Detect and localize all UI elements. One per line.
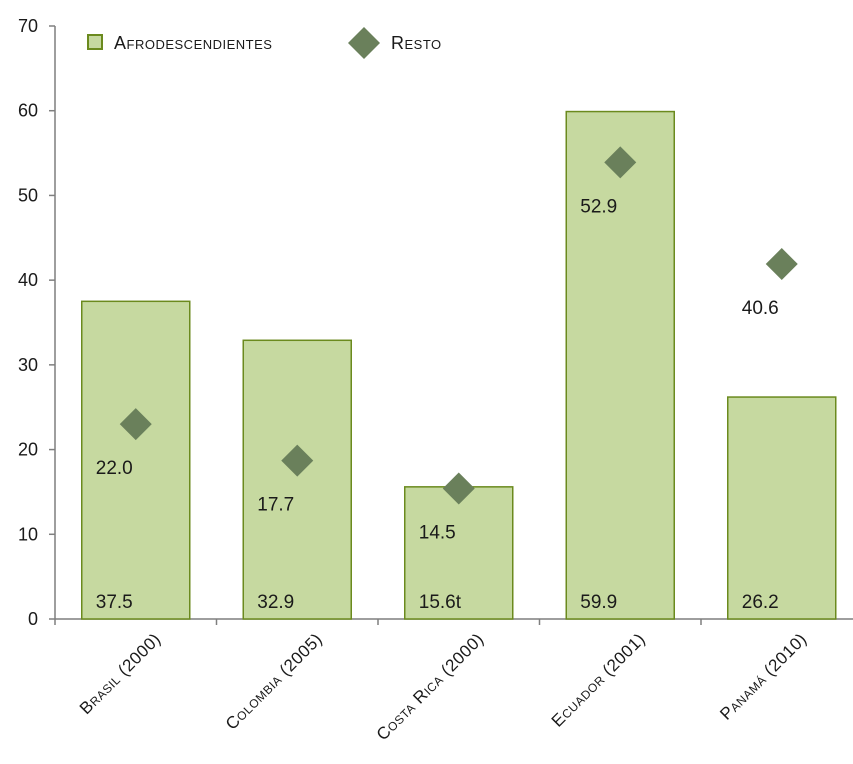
legend-marker-resto	[348, 27, 380, 59]
bar-afrodescendientes	[565, 110, 675, 620]
bars-layer	[81, 110, 837, 620]
marker-resto	[604, 146, 637, 179]
x-category-label: Costa Rica (2000)	[373, 629, 488, 744]
x-category-label: Panamá (2010)	[716, 629, 810, 723]
bar-afrodescendientes	[727, 396, 837, 620]
marker-value-label: 17.7	[257, 495, 294, 516]
x-category-label: Ecuador (2001)	[548, 629, 649, 730]
y-tick-label: 0	[28, 609, 38, 629]
x-category-label: Brasil (2000)	[76, 629, 165, 718]
marker-value-label: 52.9	[580, 196, 617, 217]
y-tick-label: 10	[18, 524, 38, 544]
legend-label-afrodescendientes: Afrodescendientes	[114, 33, 272, 53]
bar-value-label: 37.5	[96, 592, 133, 613]
bar-afrodescendientes	[242, 339, 352, 620]
marker-value-label: 40.6	[742, 298, 779, 319]
legend-swatch-afrodescendientes	[87, 34, 103, 50]
bar-value-label: 26.2	[742, 592, 779, 613]
data-labels-layer: 37.5 22.0 32.9 17.7 15.6t 14.5 59.9 52.9 26.2 40.…	[96, 196, 779, 613]
marker-value-label: 22.0	[96, 458, 133, 479]
y-tick-label: 60	[18, 101, 38, 121]
markers-layer	[119, 146, 798, 505]
bar-value-label: 59.9	[580, 592, 617, 613]
y-tick-label: 70	[18, 16, 38, 36]
marker-resto	[119, 408, 152, 441]
y-tick-label: 50	[18, 185, 38, 205]
y-tick-label: 40	[18, 270, 38, 290]
y-tick-label: 30	[18, 355, 38, 375]
bar-value-label: 32.9	[257, 592, 294, 613]
bar-value-label: 15.6t	[419, 592, 462, 613]
marker-value-label: 14.5	[419, 523, 456, 544]
legend: Afrodescendientes Resto	[87, 27, 442, 59]
bar-afrodescendientes	[81, 300, 191, 620]
bar-afrodescendientes	[404, 486, 514, 620]
marker-resto	[281, 444, 314, 477]
marker-resto	[765, 248, 798, 281]
marker-resto	[442, 472, 475, 505]
y-tick-label: 20	[18, 440, 38, 460]
category-labels-layer: Brasil (2000) Colombia (2005) Costa Rica (…	[76, 629, 811, 744]
x-category-label: Colombia (2005)	[222, 629, 326, 733]
legend-label-resto: Resto	[391, 33, 442, 53]
